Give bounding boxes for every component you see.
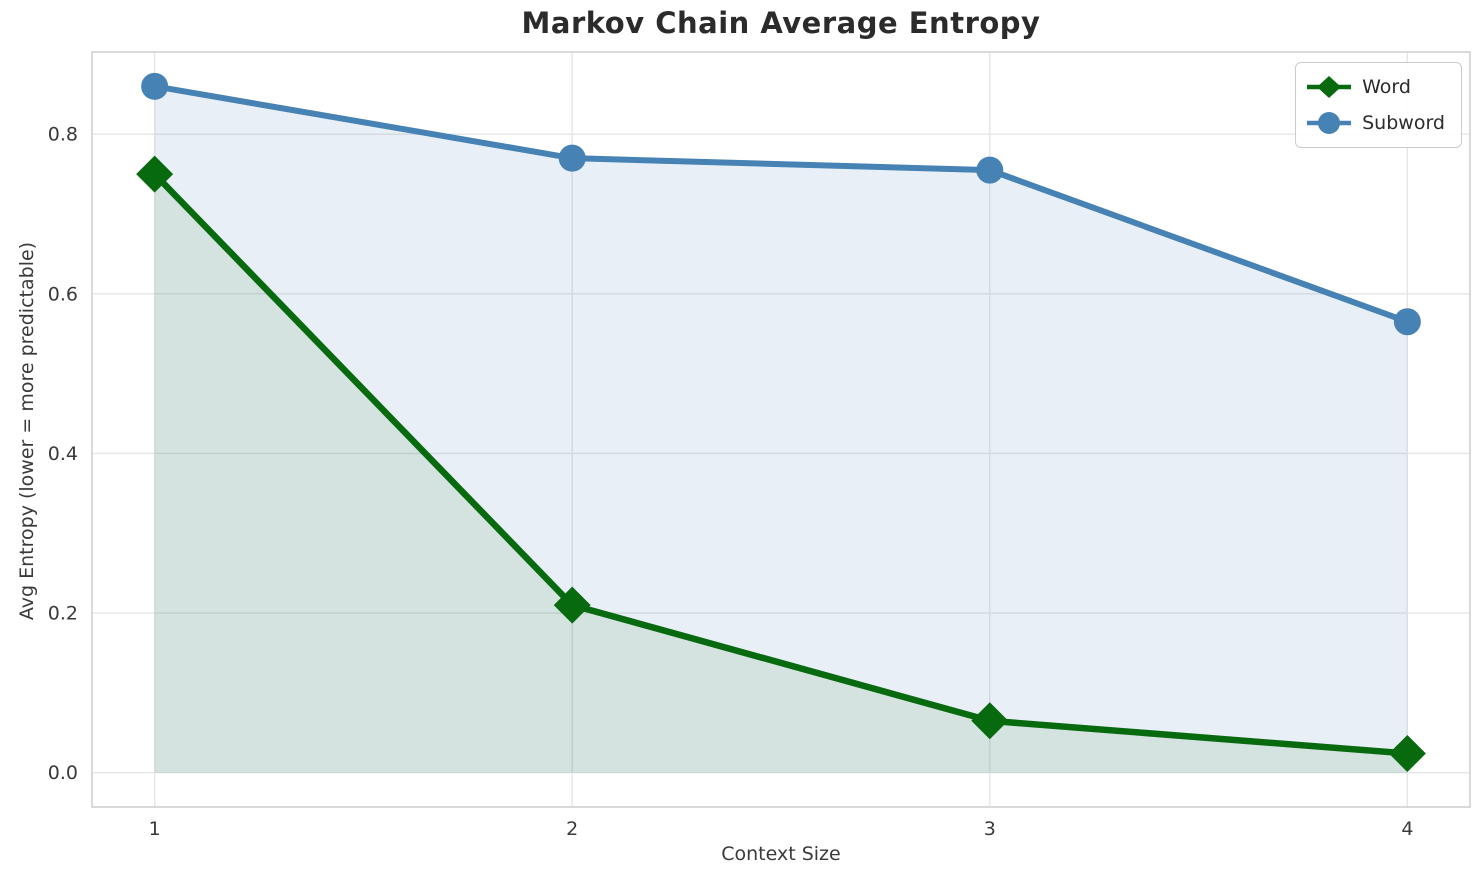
- area-subword: [154, 86, 1408, 773]
- area-fills: [154, 86, 1408, 773]
- gridlines: [92, 52, 1470, 807]
- marker-diamond: [971, 702, 1009, 740]
- x-tick-label: 1: [149, 818, 161, 840]
- legend-label: Word: [1362, 76, 1411, 98]
- markers-subword: [141, 72, 1421, 336]
- y-tick-label: 0.8: [48, 124, 78, 146]
- legend-label: Subword: [1362, 112, 1445, 134]
- y-tick-labels: 0.0 0.2 0.4 0.6 0.8: [48, 124, 78, 784]
- y-tick-label: 0.4: [48, 443, 78, 465]
- marker-circle: [558, 144, 586, 172]
- x-tick-label: 4: [1401, 818, 1413, 840]
- legend-marker-circle-icon: [1307, 112, 1352, 134]
- axes-spines: [91, 51, 1471, 808]
- legend: Word Subword: [1295, 62, 1462, 148]
- y-tick-label: 0.0: [48, 762, 78, 784]
- marker-diamond: [136, 155, 174, 193]
- x-tick-labels: 1 2 3 4: [149, 818, 1414, 840]
- legend-item-subword: Subword: [1306, 106, 1445, 140]
- x-tick-label: 3: [984, 818, 996, 840]
- chart-title: Markov Chain Average Entropy: [521, 6, 1041, 40]
- marker-circle: [1393, 308, 1421, 336]
- x-axis-label: Context Size: [721, 843, 841, 865]
- markers-word: [136, 155, 1426, 773]
- marker-diamond: [553, 586, 591, 624]
- marker-circle: [141, 72, 169, 100]
- y-tick-label: 0.6: [48, 283, 78, 305]
- legend-item-word: Word: [1306, 70, 1445, 104]
- area-word: [154, 174, 1408, 773]
- marker-circle: [976, 156, 1004, 184]
- legend-marker-diamond-icon: [1307, 76, 1352, 98]
- marker-diamond: [1388, 735, 1426, 773]
- line-word: [151, 170, 1411, 757]
- y-tick-label: 0.2: [48, 603, 78, 625]
- x-tick-label: 2: [566, 818, 578, 840]
- line-subword: [151, 83, 1411, 325]
